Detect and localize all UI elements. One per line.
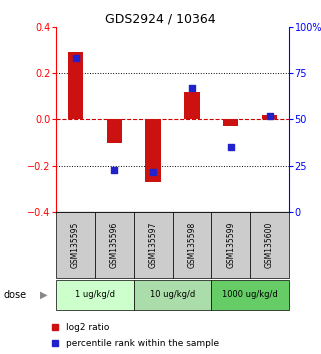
Bar: [134, 280, 211, 310]
Bar: [95, 212, 134, 278]
Point: [189, 85, 195, 91]
Bar: [211, 280, 289, 310]
Point: [112, 167, 117, 172]
Bar: [172, 212, 211, 278]
Bar: [250, 212, 289, 278]
Point: [267, 113, 272, 119]
Bar: [56, 280, 134, 310]
Text: 10 ug/kg/d: 10 ug/kg/d: [150, 290, 195, 299]
Text: GSM135595: GSM135595: [71, 222, 80, 268]
Bar: [223, 120, 239, 126]
Text: dose: dose: [3, 290, 26, 300]
Bar: [211, 212, 250, 278]
Point: [73, 55, 78, 61]
Bar: [262, 115, 277, 120]
Bar: [134, 212, 173, 278]
Bar: [56, 212, 95, 278]
Bar: [184, 92, 200, 120]
Text: 1 ug/kg/d: 1 ug/kg/d: [75, 290, 115, 299]
Text: GSM135596: GSM135596: [110, 222, 119, 268]
Text: GSM135598: GSM135598: [187, 222, 196, 268]
Bar: [68, 52, 83, 120]
Text: log2 ratio: log2 ratio: [66, 323, 110, 332]
Bar: [107, 120, 122, 143]
Text: GSM135600: GSM135600: [265, 222, 274, 268]
Point: [228, 144, 233, 150]
Text: GSM135597: GSM135597: [149, 222, 158, 268]
Text: GDS2924 / 10364: GDS2924 / 10364: [105, 12, 216, 25]
Text: GSM135599: GSM135599: [226, 222, 235, 268]
Bar: [145, 120, 161, 182]
Point: [151, 169, 156, 175]
Text: ▶: ▶: [39, 290, 47, 300]
Text: percentile rank within the sample: percentile rank within the sample: [66, 339, 220, 348]
Text: 1000 ug/kg/d: 1000 ug/kg/d: [222, 290, 278, 299]
